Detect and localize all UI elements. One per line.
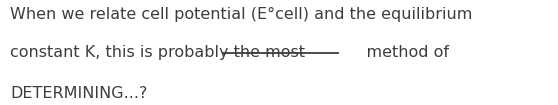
Text: When we relate cell potential (E°cell) and the equilibrium: When we relate cell potential (E°cell) a…: [10, 7, 473, 22]
Text: DETERMINING...?: DETERMINING...?: [10, 86, 147, 101]
Text: constant K, this is probably the most            method of: constant K, this is probably the most me…: [10, 45, 449, 60]
